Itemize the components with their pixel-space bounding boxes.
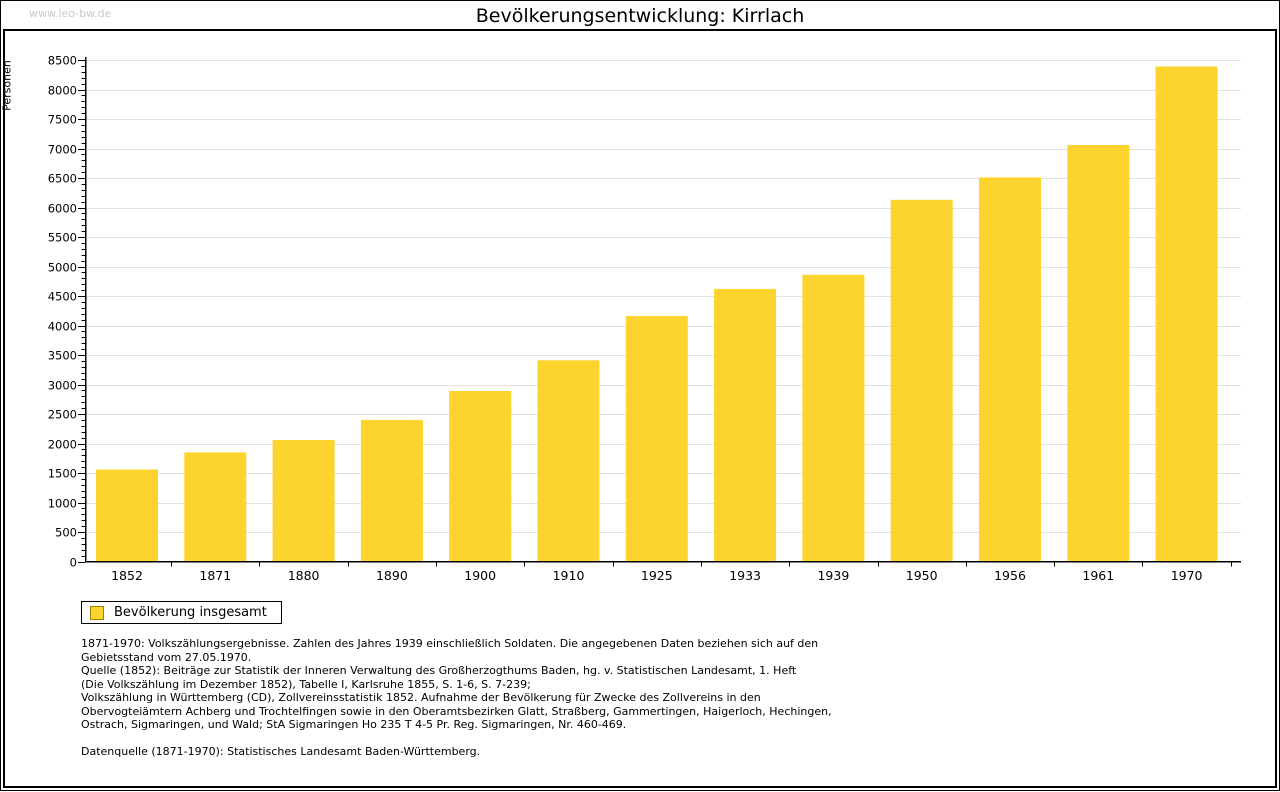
- x-tick-label: 1970: [1171, 568, 1203, 583]
- y-tick-label: 1500: [48, 467, 77, 481]
- x-tick-label: 1910: [553, 568, 585, 583]
- x-tick-label: 1925: [641, 568, 673, 583]
- x-tick-label: 1880: [288, 568, 320, 583]
- y-tick-label: 5000: [48, 261, 77, 275]
- page-title: Bevölkerungsentwicklung: Kirrlach: [1, 5, 1279, 27]
- y-tick-label: 8000: [48, 84, 77, 98]
- bar-1961: [1067, 145, 1130, 561]
- y-tick-label: 8500: [48, 54, 77, 68]
- bar-1970: [1155, 66, 1218, 561]
- bar-1925: [625, 316, 688, 561]
- x-tick-label: 1900: [464, 568, 496, 583]
- legend-swatch: [90, 605, 104, 620]
- x-tick-label: 1933: [729, 568, 761, 583]
- y-tick-label: 7500: [48, 113, 77, 127]
- page-title-text: Bevölkerungsentwicklung: Kirrlach: [465, 5, 815, 27]
- bar-1880: [272, 440, 335, 561]
- y-tick-label: 1000: [48, 497, 77, 511]
- y-tick-label: 5500: [48, 231, 77, 245]
- bar-1956: [979, 177, 1041, 561]
- watermark: www.leo-bw.de: [29, 7, 112, 20]
- footnote-line: (Die Volkszählung im Dezember 1852), Tab…: [81, 677, 531, 691]
- legend: Bevölkerung insgesamt: [81, 601, 282, 624]
- x-tick-label: 1871: [199, 568, 231, 583]
- x-tick-label: 1956: [994, 568, 1026, 583]
- bar-1900: [449, 391, 512, 561]
- y-tick-label: 4000: [48, 320, 77, 334]
- y-tick-label: 2000: [48, 438, 77, 452]
- bar-1871: [184, 452, 247, 561]
- footnote-line: Gebietsstand vom 27.05.1970.: [81, 650, 252, 664]
- footnote-lines: 1871-1970: Volkszählungsergebnisse. Zahl…: [81, 637, 1239, 732]
- x-tick-label: 1961: [1082, 568, 1114, 583]
- footnote-line: Quelle (1852): Beiträge zur Statistik de…: [81, 664, 797, 677]
- footnote-line: Volkszählung in Württemberg (CD), Zollve…: [81, 691, 761, 704]
- bar-1852: [96, 469, 158, 561]
- y-tick-label: 4500: [48, 290, 77, 304]
- y-tick-label: 0: [70, 556, 77, 570]
- y-tick-label: 500: [55, 526, 77, 540]
- footnote-line: 1871-1970: Volkszählungsergebnisse. Zahl…: [81, 637, 819, 650]
- bar-1890: [360, 419, 423, 561]
- bar-1939: [802, 274, 865, 561]
- y-tick-label: 6500: [48, 172, 77, 186]
- y-tick-label: 3500: [48, 349, 77, 363]
- y-tick-label: 7000: [48, 143, 77, 157]
- datasource-line: Datenquelle (1871-1970): Statistisches L…: [81, 745, 481, 758]
- x-tick-label: 1939: [817, 568, 849, 583]
- y-tick-label: 6000: [48, 202, 77, 216]
- bar-1910: [537, 360, 600, 561]
- footnotes: 1871-1970: Volkszählungsergebnisse. Zahl…: [81, 637, 1239, 759]
- x-tick-label: 1950: [906, 568, 938, 583]
- legend-label: Bevölkerung insgesamt: [114, 605, 267, 620]
- y-axis-label: Personen: [0, 60, 14, 111]
- x-tick-label: 1852: [111, 568, 143, 583]
- y-tick-label: 3000: [48, 379, 77, 393]
- bar-1950: [890, 199, 953, 562]
- y-tick-label: 2500: [48, 408, 77, 422]
- footnote-line: Ostrach, Sigmaringen, und Wald; StA Sigm…: [81, 718, 627, 731]
- bar-1933: [714, 288, 777, 561]
- x-tick-label: 1890: [376, 568, 408, 583]
- footnote-line: Obervogteiämtern Achberg und Trochtelfin…: [81, 704, 832, 718]
